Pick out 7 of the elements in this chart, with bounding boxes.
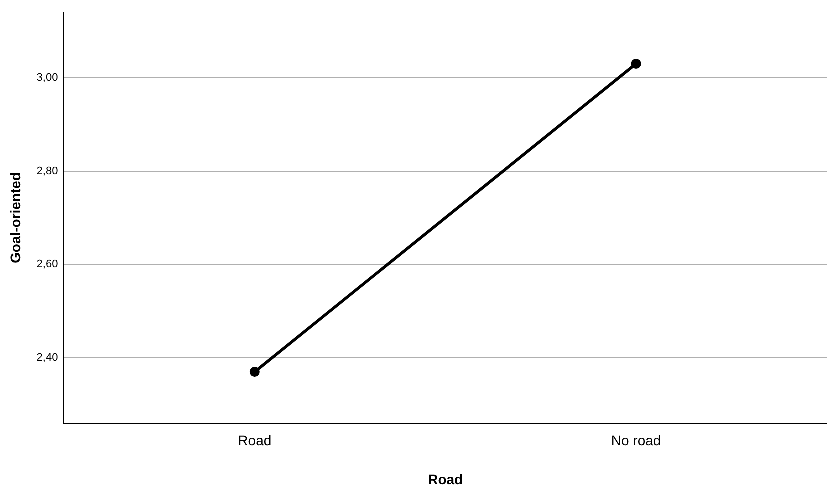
x-axis-title: Road: [428, 471, 464, 488]
y-tick-label: 2,60: [36, 258, 58, 271]
x-tick-label: No road: [611, 432, 662, 449]
y-tick-label: 2,40: [36, 352, 58, 364]
y-tick-label: 2,80: [36, 165, 58, 178]
y-axis-title: Goal-oriented: [7, 172, 24, 264]
y-tick-label: 3,00: [36, 72, 58, 84]
